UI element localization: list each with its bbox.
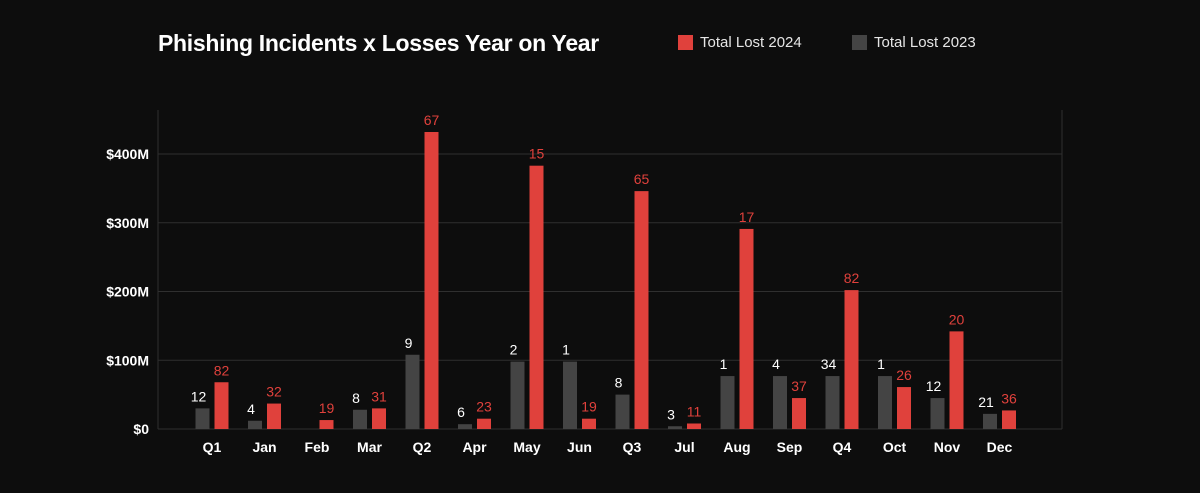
bar-2024-dec xyxy=(1002,410,1016,429)
y-tick-label: $200M xyxy=(106,284,149,300)
x-tick-label-q1: Q1 xyxy=(203,439,222,455)
data-label-2023-q2: 9 xyxy=(405,335,413,351)
data-label-2024-jul: 11 xyxy=(687,404,702,420)
data-label-2023-q1: 12 xyxy=(191,388,207,404)
data-label-2024-dec: 36 xyxy=(1001,390,1017,406)
data-label-2024-q4: 82 xyxy=(844,270,860,286)
bar-2023-jan xyxy=(248,420,262,429)
legend-label-2023: Total Lost 2023 xyxy=(874,34,976,51)
data-label-2023-jul: 3 xyxy=(667,406,675,422)
x-tick-label-oct: Oct xyxy=(883,439,907,455)
data-label-2024-jun: 19 xyxy=(581,399,597,415)
legend-swatch-2024 xyxy=(678,35,693,50)
bar-2023-q1 xyxy=(195,408,210,429)
bar-2024-q3 xyxy=(634,191,649,429)
data-label-2023-may: 2 xyxy=(510,342,518,358)
x-tick-label-apr: Apr xyxy=(462,439,487,455)
data-label-2023-q4: 34 xyxy=(821,356,837,372)
bar-2024-oct xyxy=(897,387,911,429)
bar-2024-jan xyxy=(267,403,281,429)
bar-2024-apr xyxy=(477,418,491,429)
x-tick-label-jul: Jul xyxy=(674,439,694,455)
data-label-2023-mar: 8 xyxy=(352,390,360,406)
y-tick-label: $300M xyxy=(106,215,149,231)
bar-2024-nov xyxy=(949,331,964,429)
bar-2023-may xyxy=(510,361,525,429)
x-tick-label-nov: Nov xyxy=(934,439,961,455)
x-tick-label-dec: Dec xyxy=(987,439,1013,455)
legend-swatch-2023 xyxy=(852,35,867,50)
legend-item-2023: Total Lost 2023 xyxy=(852,34,976,51)
bar-2024-q1 xyxy=(214,382,229,429)
data-label-2023-nov: 12 xyxy=(926,378,942,394)
bar-2024-q2 xyxy=(424,132,439,429)
bar-2023-q4 xyxy=(825,376,840,429)
x-tick-label-q3: Q3 xyxy=(623,439,642,455)
chart-title: Phishing Incidents x Losses Year on Year xyxy=(158,30,599,56)
bar-2023-q2 xyxy=(405,354,420,429)
data-label-2023-jan: 4 xyxy=(247,401,255,417)
data-label-2023-dec: 21 xyxy=(978,394,994,410)
data-label-2024-mar: 31 xyxy=(371,388,387,404)
x-tick-label-aug: Aug xyxy=(723,439,750,455)
data-label-2024-nov: 20 xyxy=(949,311,965,327)
bar-2023-aug xyxy=(720,376,735,429)
data-label-2024-feb: 19 xyxy=(319,400,335,416)
data-label-2023-aug: 1 xyxy=(720,356,728,372)
data-label-2024-q1: 82 xyxy=(214,362,230,378)
legend-item-2024: Total Lost 2024 xyxy=(678,34,802,51)
x-tick-label-feb: Feb xyxy=(305,439,330,455)
x-tick-label-mar: Mar xyxy=(357,439,382,455)
bar-2023-dec xyxy=(983,413,997,429)
x-tick-label-q2: Q2 xyxy=(413,439,432,455)
bar-2024-sep xyxy=(792,398,806,429)
data-label-2024-q2: 67 xyxy=(424,112,440,128)
bar-2024-q4 xyxy=(844,290,859,429)
bar-2023-q3 xyxy=(615,394,630,429)
bar-2023-oct xyxy=(878,376,892,429)
data-label-2023-sep: 4 xyxy=(772,356,780,372)
data-label-2024-q3: 65 xyxy=(634,171,650,187)
data-label-2024-aug: 17 xyxy=(739,209,755,225)
y-tick-label: $0 xyxy=(133,421,149,437)
y-tick-label: $400M xyxy=(106,146,149,162)
data-label-2024-oct: 26 xyxy=(896,367,912,383)
bar-2023-jun xyxy=(563,361,577,429)
data-label-2024-apr: 23 xyxy=(476,399,492,415)
bar-2023-nov xyxy=(930,398,945,429)
x-tick-label-sep: Sep xyxy=(777,439,803,455)
data-label-2023-apr: 6 xyxy=(457,404,465,420)
x-tick-label-may: May xyxy=(513,439,540,455)
bar-2024-jun xyxy=(582,418,596,429)
bar-2023-jul xyxy=(668,426,682,429)
data-label-2024-jan: 32 xyxy=(266,384,282,400)
bar-2024-mar xyxy=(372,408,386,429)
data-label-2023-q3: 8 xyxy=(615,375,623,391)
bar-2024-aug xyxy=(739,228,754,429)
data-label-2024-sep: 37 xyxy=(791,378,807,394)
data-label-2024-may: 15 xyxy=(529,146,545,162)
y-tick-label: $100M xyxy=(106,352,149,368)
legend-label-2024: Total Lost 2024 xyxy=(700,34,802,51)
data-label-2023-oct: 1 xyxy=(877,356,885,372)
bar-2023-apr xyxy=(458,424,472,429)
x-tick-label-jun: Jun xyxy=(567,439,592,455)
bar-2024-feb xyxy=(319,420,334,429)
x-tick-label-q4: Q4 xyxy=(833,439,852,455)
bar-2023-sep xyxy=(773,376,787,429)
bar-2023-mar xyxy=(353,409,367,429)
bar-2024-jul xyxy=(687,423,701,429)
x-tick-label-jan: Jan xyxy=(252,439,276,455)
data-label-2023-jun: 1 xyxy=(562,342,570,358)
bar-2024-may xyxy=(529,165,544,429)
